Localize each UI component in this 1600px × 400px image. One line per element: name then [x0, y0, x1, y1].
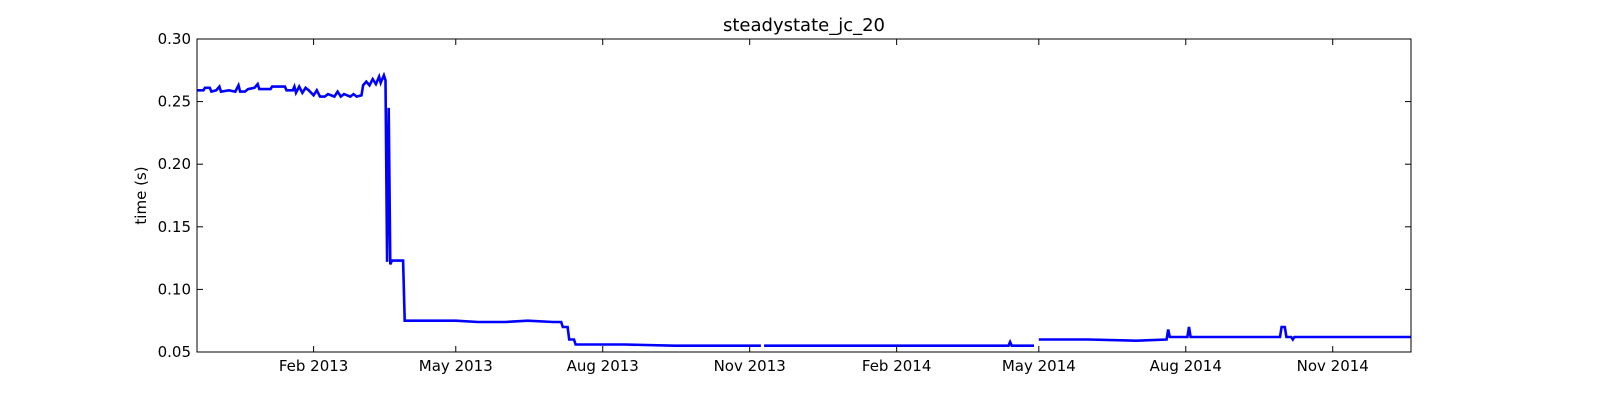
y-tick-label: 0.20 — [158, 155, 191, 173]
x-tick-label: Nov 2014 — [1297, 357, 1369, 375]
y-tick-label: 0.05 — [158, 343, 191, 361]
x-tick-label: Aug 2013 — [567, 357, 639, 375]
x-tick-label: Feb 2014 — [862, 357, 932, 375]
series-line-segment — [1038, 325, 1411, 343]
x-tick-label: Feb 2013 — [279, 357, 349, 375]
y-tick-label: 0.10 — [158, 280, 191, 298]
series-line-segment — [764, 338, 1034, 348]
y-tick-label: 0.25 — [158, 93, 191, 111]
y-tick-label: 0.15 — [158, 218, 191, 236]
x-tick-label: May 2014 — [1002, 357, 1076, 375]
y-axis-title: time (s) — [132, 166, 150, 224]
y-tick-label: 0.30 — [158, 30, 191, 48]
chart-title: steadystate_jc_20 — [723, 15, 885, 36]
series-line-segment — [197, 71, 761, 348]
plot-frame — [196, 38, 1412, 353]
plot-area: 0.05 0.10 0.15 0.20 0.25 0.30 Feb 2013 May 2013… — [158, 30, 1412, 375]
x-tick-label: Nov 2013 — [714, 357, 786, 375]
x-tick-label: Aug 2014 — [1150, 357, 1222, 375]
x-tick-label: May 2013 — [419, 357, 493, 375]
